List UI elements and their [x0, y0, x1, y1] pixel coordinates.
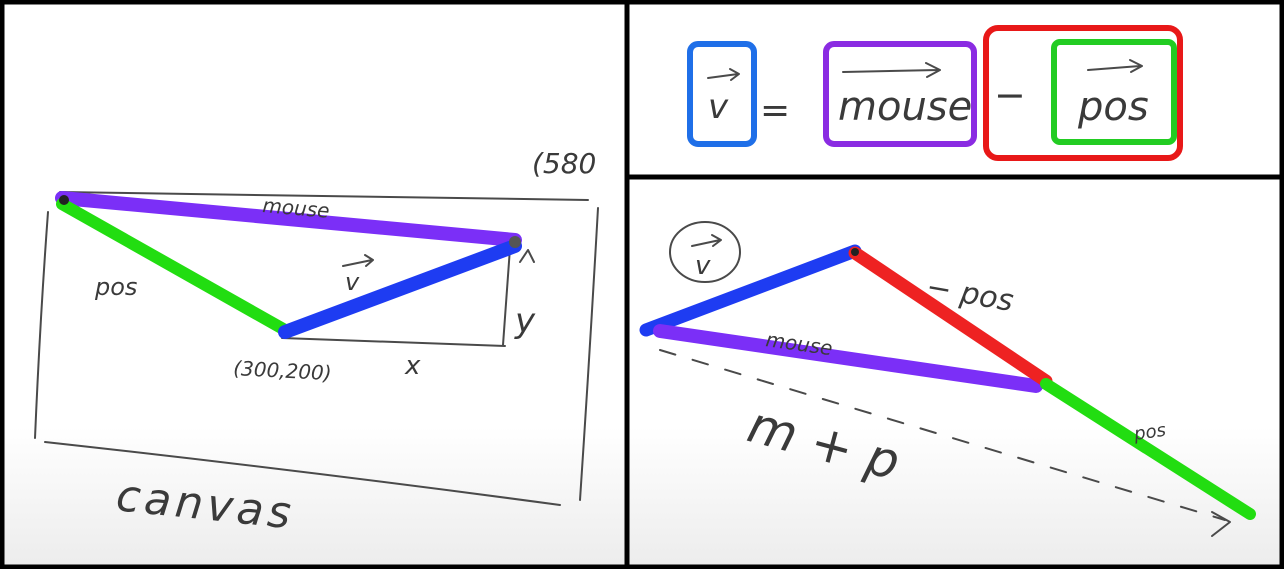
- mouse-box: [823, 41, 977, 147]
- v-vector: [278, 239, 522, 339]
- eq-minus: −: [994, 73, 1026, 117]
- right-v-vector: [639, 244, 862, 337]
- m-plus-p-dashed-line: [659, 349, 1226, 521]
- mouse-vector: [55, 191, 522, 247]
- v-arrow-icon: [342, 254, 374, 267]
- x-label: x: [404, 351, 421, 381]
- corner-coordinate-label: (580: [532, 147, 596, 180]
- equation-panel: v = mouse − pos: [687, 25, 1183, 161]
- eq-mouse-text: mouse: [838, 84, 972, 130]
- v-box-arrow-icon: [707, 68, 740, 81]
- y-label: y: [514, 301, 536, 341]
- pos-vector: [56, 198, 291, 336]
- circled-v-label: v: [695, 251, 711, 281]
- m-plus-p-arrowhead-icon: [1211, 511, 1231, 537]
- right-pos-vector: [1040, 378, 1256, 520]
- v-box: [687, 41, 757, 147]
- right-minus-pos-vector: [848, 246, 1053, 388]
- origin-label: (300,200): [233, 356, 332, 385]
- eq-v-text: v: [708, 87, 729, 127]
- circled-v-arrow-icon: [691, 234, 722, 247]
- eq-equals: =: [760, 90, 790, 131]
- eq-pos-text: pos: [1077, 84, 1149, 130]
- right-pos-label: pos: [1132, 420, 1167, 445]
- mouse-label: mouse: [262, 193, 331, 223]
- pos-label: pos: [94, 273, 137, 301]
- v-circle: [669, 221, 741, 283]
- component-lines: [281, 247, 535, 347]
- v-label: v: [345, 268, 360, 296]
- right-mouse-vector: [653, 324, 1043, 393]
- pos-box-arrow-icon: [1087, 59, 1143, 73]
- canvas-outline: [34, 191, 599, 506]
- mouse-box-arrow-icon: [842, 62, 941, 78]
- minus-pos-box: [983, 25, 1183, 161]
- pos-box: [1051, 39, 1177, 145]
